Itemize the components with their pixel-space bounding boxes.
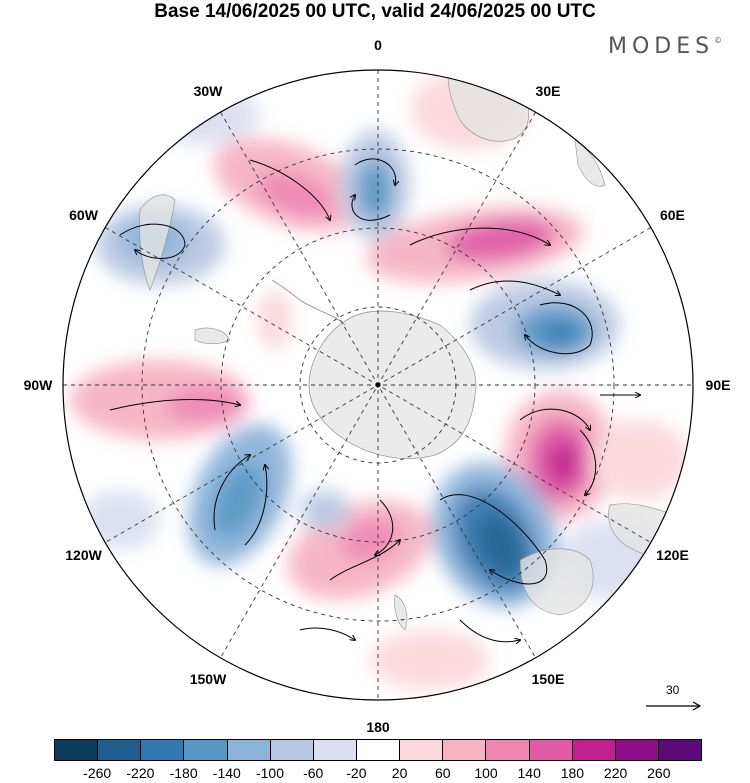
colorbar-swatch — [658, 740, 702, 760]
colorbar-swatch — [55, 740, 99, 760]
logo-text: MODES — [608, 34, 715, 59]
colorbar-tick-label: 260 — [647, 765, 671, 781]
longitude-label: 180 — [366, 719, 390, 735]
longitude-label: 150E — [531, 671, 565, 688]
longitude-label: 90E — [705, 377, 731, 393]
wind-vectors — [109, 158, 640, 642]
colorbar-swatch — [486, 740, 530, 760]
colorbar-swatch — [356, 740, 401, 760]
colorbar-tick-label: -100 — [255, 765, 285, 781]
colorbar-swatch — [227, 740, 271, 760]
longitude-label: 150W — [189, 671, 227, 688]
longitude-label: 30E — [535, 82, 561, 99]
colorbar-swatch — [400, 740, 444, 760]
colorbar-tick-label: -180 — [169, 765, 198, 781]
colorbar-tick-label: -60 — [303, 765, 324, 781]
colorbar-swatch — [529, 740, 573, 760]
colorbar-tick-label: -260 — [83, 765, 112, 781]
colorbar-tick-label: 180 — [560, 765, 585, 781]
longitude-label: 90W — [23, 377, 53, 393]
modes-logo: MODES© — [608, 34, 722, 59]
colorbar-tick-label: 60 — [435, 765, 451, 781]
colorbar-tick-label: 140 — [517, 765, 541, 781]
longitude-label: 0 — [374, 37, 382, 53]
colorbar-swatch — [270, 740, 314, 760]
south-pole-marker — [375, 382, 381, 388]
logo-mark: © — [714, 36, 723, 45]
longitude-label: 60E — [659, 207, 685, 223]
map-boundary — [62, 69, 694, 701]
chart-title: Base 14/06/2025 00 UTC, valid 24/06/2025… — [154, 1, 596, 22]
colorbar-swatch — [184, 740, 228, 760]
colorbar-tick-label: -140 — [212, 765, 241, 781]
colorbar-swatch — [98, 740, 142, 760]
colorbar-tick-label: -220 — [126, 765, 155, 781]
colorbar-swatch — [615, 740, 659, 760]
colorbar — [54, 739, 702, 761]
longitude-label: 30W — [193, 82, 223, 99]
reference-vector-label: 30 — [666, 683, 680, 697]
colorbar-tick-label: -20 — [346, 765, 367, 781]
colorbar-tick-label: 100 — [474, 765, 498, 781]
colorbar-swatch — [572, 740, 616, 760]
colorbar-tick-label: 220 — [603, 765, 628, 781]
reference-vector-arrow — [646, 701, 702, 711]
longitude-label: 120W — [65, 547, 102, 563]
anomaly-shading — [70, 70, 690, 690]
colorbar-swatch — [141, 740, 185, 760]
longitude-label: 120E — [656, 547, 689, 563]
colorbar-tick-label: 20 — [391, 765, 408, 781]
colorbar-swatch — [313, 740, 357, 760]
longitude-label: 60W — [69, 207, 98, 223]
colorbar-swatch — [443, 740, 487, 760]
